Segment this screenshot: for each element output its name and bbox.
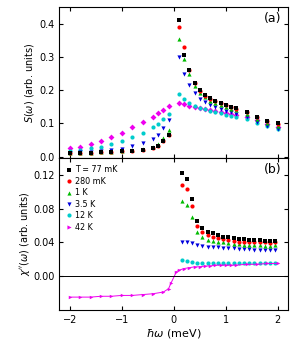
Y-axis label: $\chi^{\prime\prime}(\omega)$ (arb. units): $\chi^{\prime\prime}(\omega)$ (arb. unit… (18, 192, 32, 276)
X-axis label: $\hbar\omega$ (meV): $\hbar\omega$ (meV) (146, 327, 202, 340)
Legend: T = 77 mK, 280 mK, 1 K, 3.5 K, 12 K, 42 K: T = 77 mK, 280 mK, 1 K, 3.5 K, 12 K, 42 … (66, 164, 119, 233)
Text: (b): (b) (264, 163, 281, 176)
Text: (a): (a) (264, 11, 281, 24)
Y-axis label: $S(\omega)$ (arb. units): $S(\omega)$ (arb. units) (23, 42, 37, 123)
